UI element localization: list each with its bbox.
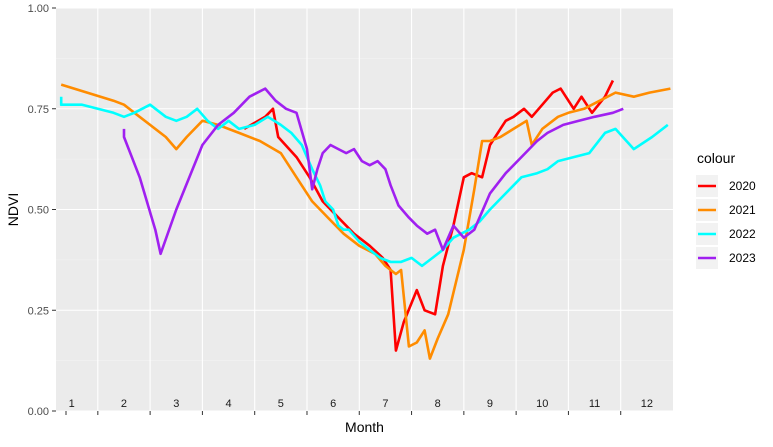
month-label: 9 [487, 398, 493, 410]
month-label: 11 [589, 398, 600, 410]
y-tick-label: 0.75 [28, 104, 49, 116]
major-gridlines [56, 7, 673, 412]
y-tick-label: 1.00 [28, 3, 49, 15]
y-axis-title: NDVI [5, 193, 21, 226]
series-lines [59, 79, 671, 360]
month-label: 5 [278, 398, 284, 410]
series-line-2023 [122, 87, 624, 256]
y-tick-label: 0.25 [28, 305, 49, 317]
legend-label-2023: 2023 [729, 251, 756, 265]
month-label: 3 [173, 398, 179, 410]
legend: colour 2020 2021 2022 2023 [696, 150, 756, 269]
y-tick-label: 0.50 [28, 205, 49, 217]
legend-label-2020: 2020 [729, 179, 756, 193]
x-axis-title: Month [345, 419, 384, 435]
series-line-2022 [59, 96, 669, 268]
legend-title: colour [697, 150, 735, 166]
month-label: 12 [641, 398, 653, 410]
month-label: 1 [69, 398, 75, 410]
series-line-2020 [243, 79, 615, 352]
legend-label-2022: 2022 [729, 227, 756, 241]
y-tick-label: 0.00 [28, 406, 49, 418]
month-labels: 1 2 3 4 5 6 7 8 9 10 11 12 [69, 398, 653, 410]
legend-label-2021: 2021 [729, 203, 756, 217]
month-label: 7 [382, 398, 388, 410]
y-axis: 0.00 0.25 0.50 0.75 1.00 [28, 3, 622, 418]
month-label: 2 [121, 398, 127, 410]
month-label: 8 [435, 398, 441, 410]
month-label: 6 [330, 398, 336, 410]
month-label: 10 [536, 398, 548, 410]
month-label: 4 [225, 398, 231, 410]
series-line-2021 [60, 83, 671, 360]
